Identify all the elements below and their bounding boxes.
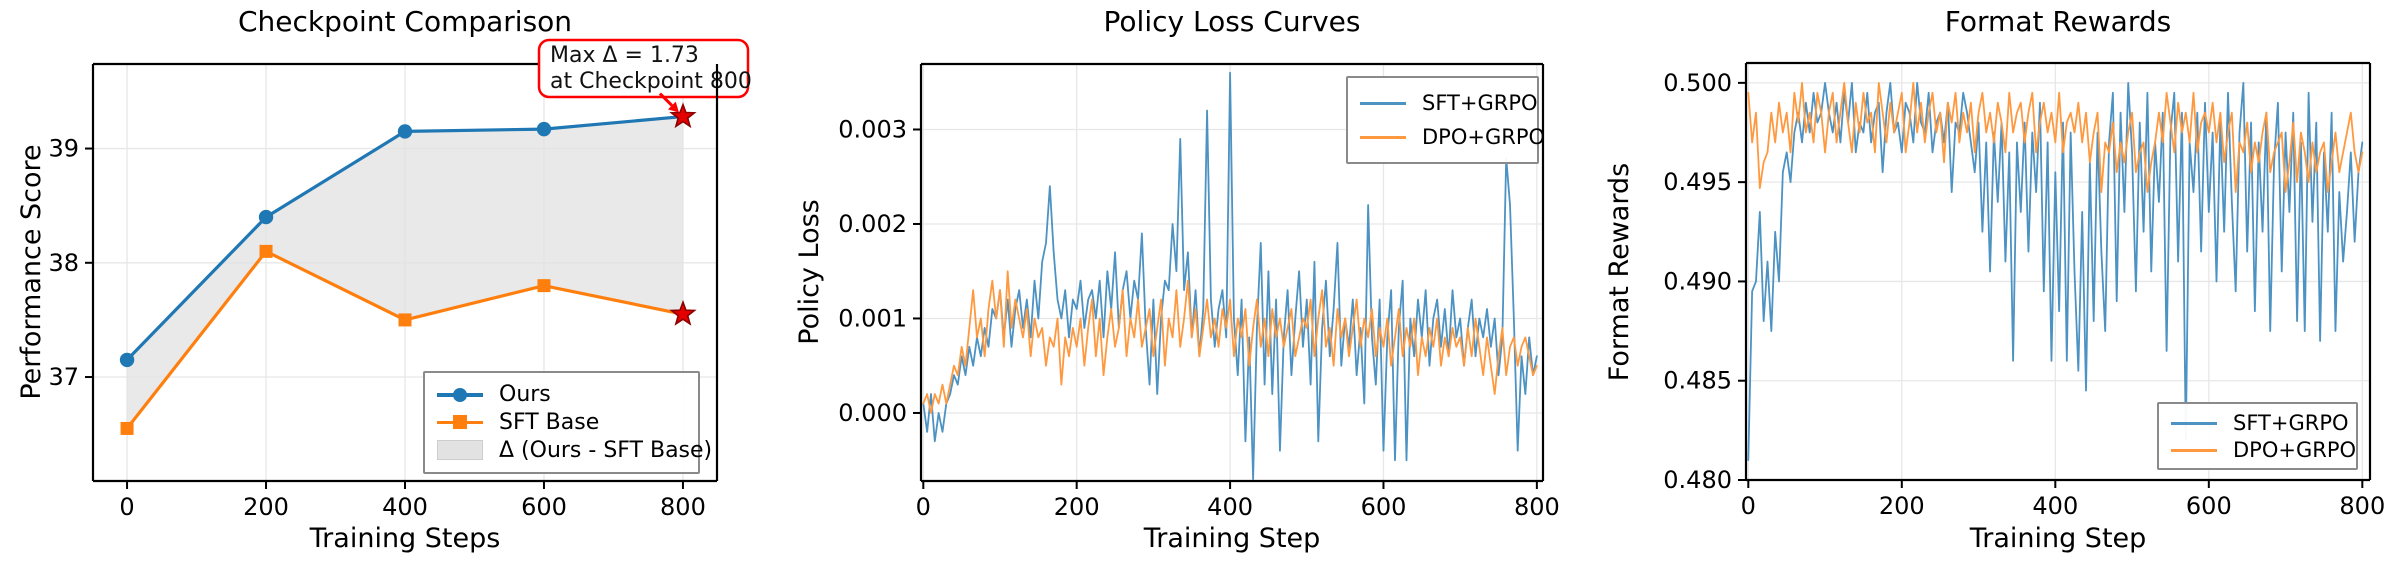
legend-item-delta: Δ (Ours - SFT Base)	[437, 438, 712, 463]
series-line-sft-grpo	[1747, 81, 2364, 462]
y-axis-label: Policy Loss	[794, 199, 825, 345]
line-swatch	[1360, 93, 1406, 113]
line-square-swatch	[437, 412, 483, 432]
square-marker	[398, 313, 412, 327]
svg-text:0.001: 0.001	[838, 304, 907, 332]
svg-text:0.495: 0.495	[1663, 168, 1732, 196]
star-marker	[669, 102, 697, 129]
svg-text:0.000: 0.000	[838, 399, 907, 427]
circle-marker	[119, 352, 135, 368]
square-marker	[259, 244, 273, 258]
x-axis-label: Training Steps	[309, 523, 501, 554]
x-axis-label: Training Step	[1143, 523, 1321, 554]
chart-title: Checkpoint Comparison	[237, 5, 573, 38]
legend-item-sft-grpo: SFT+GRPO	[2171, 411, 2349, 435]
svg-text:39: 39	[48, 135, 79, 163]
line-swatch	[2171, 413, 2217, 433]
legend: Ours SFT Base Δ (Ours - SFT Base)	[423, 371, 712, 474]
legend-label: SFT+GRPO	[2233, 410, 2349, 435]
legend-label: DPO+GRPO	[1422, 125, 1546, 149]
policy-loss-canvas: 0 200 400 600 800 0.000 0.001 0.002 0.003	[838, 62, 1560, 521]
legend-item-dpo-grpo: DPO+GRPO	[1360, 125, 1545, 149]
svg-text:at Checkpoint 800: at Checkpoint 800	[550, 69, 752, 94]
legend-item-ours: Ours	[437, 382, 686, 407]
y-axis-label: Performance Score	[16, 144, 47, 400]
line-swatch	[2171, 440, 2217, 460]
legend-label: SFT Base	[499, 409, 600, 435]
x-axis-label: Training Step	[1969, 523, 2147, 554]
svg-text:0.500: 0.500	[1663, 69, 1732, 97]
svg-text:600: 600	[2186, 492, 2232, 520]
svg-text:800: 800	[2339, 492, 2385, 520]
annotation-arrow	[658, 92, 673, 107]
legend-label: Δ (Ours - SFT Base)	[499, 437, 713, 463]
svg-text:0.003: 0.003	[838, 115, 907, 143]
y-axis-label: Format Rewards	[1604, 162, 1635, 382]
svg-text:400: 400	[2032, 492, 2078, 520]
legend-item-sft-grpo: SFT+GRPO	[1360, 91, 1538, 115]
svg-text:600: 600	[521, 493, 567, 521]
svg-text:800: 800	[660, 493, 706, 521]
chart-title: Policy Loss Curves	[1103, 5, 1361, 38]
svg-text:0.490: 0.490	[1663, 267, 1732, 295]
chart-title: Format Rewards	[1944, 5, 2172, 38]
square-marker	[120, 421, 134, 435]
circle-marker	[536, 121, 552, 137]
series-line-dpo-grpo	[1747, 81, 2364, 193]
circle-marker	[258, 209, 274, 225]
legend: SFT+GRPO DPO+GRPO	[2157, 402, 2358, 470]
chart-format-rewards: 0 200 400 600 800 0.480 0.485 0.490 0.495 0.500 F…	[1600, 0, 2400, 566]
series-line-sft-grpo	[922, 71, 1538, 481]
svg-text:200: 200	[1054, 493, 1100, 521]
svg-text:200: 200	[243, 493, 289, 521]
svg-text:800: 800	[1514, 493, 1560, 521]
chart-checkpoint-comparison: 0 200 400 600 800 37 38 39 Max Δ = 1.73 at Checkp…	[0, 0, 800, 566]
svg-text:0.480: 0.480	[1663, 466, 1732, 494]
legend-label: SFT+GRPO	[1422, 91, 1538, 115]
svg-text:200: 200	[1879, 492, 1925, 520]
annotation-arrowhead	[667, 101, 679, 113]
svg-text:0.002: 0.002	[838, 210, 907, 238]
delta-fill-region	[127, 116, 683, 429]
legend-label: Ours	[499, 382, 551, 408]
svg-text:0: 0	[916, 493, 931, 521]
circle-marker	[397, 124, 413, 139]
legend-item-dpo-grpo: DPO+GRPO	[2171, 438, 2356, 462]
star-marker	[669, 299, 697, 326]
svg-text:38: 38	[48, 249, 79, 277]
legend: SFT+GRPO DPO+GRPO	[1346, 76, 1545, 164]
legend-label: DPO+GRPO	[2233, 437, 2357, 462]
patch-swatch	[437, 440, 483, 461]
series-line-dpo-grpo	[922, 270, 1538, 414]
svg-text:Max Δ = 1.73: Max Δ = 1.73	[550, 43, 699, 68]
svg-text:600: 600	[1361, 493, 1407, 521]
legend-item-sft-base: SFT Base	[437, 410, 686, 435]
svg-text:0.485: 0.485	[1663, 367, 1732, 395]
chart-policy-loss: 0 200 400 600 800 0.000 0.001 0.002 0.003 Policy…	[794, 0, 1600, 566]
line-swatch	[1360, 127, 1406, 147]
square-marker	[537, 279, 551, 293]
svg-text:0: 0	[1741, 492, 1756, 520]
svg-text:37: 37	[48, 363, 79, 391]
svg-text:0: 0	[119, 493, 134, 521]
line-circle-swatch	[437, 385, 483, 405]
svg-text:400: 400	[382, 493, 428, 521]
format-rewards-canvas: 0 200 400 600 800 0.480 0.485 0.490 0.495 0.500	[1663, 61, 2385, 520]
svg-text:400: 400	[1207, 493, 1253, 521]
